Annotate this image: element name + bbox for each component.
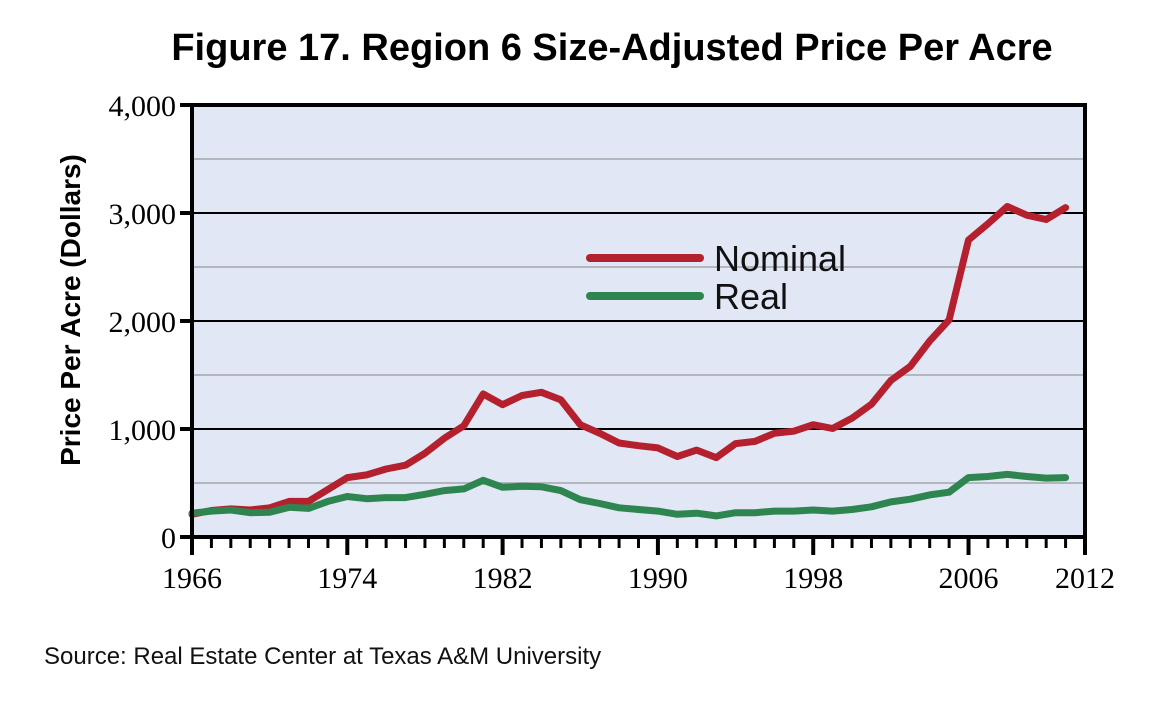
- y-tick-label: 0: [161, 522, 176, 555]
- x-tick-label: 1982: [473, 562, 533, 595]
- x-tick-label: 1998: [783, 562, 843, 595]
- y-tick-label: 1,000: [109, 414, 177, 447]
- x-tick-label: 1990: [628, 562, 688, 595]
- series-line-nominal: [188, 203, 1070, 518]
- y-tick-labels: 0 1,000 2,000 3,000 4,000: [109, 90, 177, 555]
- x-tick-label: 2006: [939, 562, 999, 595]
- source-note: Source: Real Estate Center at Texas A&M …: [44, 643, 601, 670]
- series-line-real: [188, 470, 1070, 520]
- x-tick-label: 2012: [1055, 562, 1115, 595]
- y-tick-label: 4,000: [109, 90, 177, 123]
- x-tick-labels: 1966 1974 1982 1990 1998 2006 2012: [162, 562, 1115, 595]
- y-axis-label: Price Per Acre (Dollars): [55, 154, 86, 466]
- y-tick-label: 3,000: [109, 198, 177, 231]
- x-tick-label: 1966: [162, 562, 222, 595]
- x-tick-label: 1974: [317, 562, 377, 595]
- axes: [180, 103, 1087, 555]
- series-layer: [188, 203, 1070, 520]
- chart-title: Figure 17. Region 6 Size-Adjusted Price …: [171, 27, 1052, 69]
- legend-label-real: Real: [714, 276, 788, 317]
- y-tick-label: 2,000: [109, 306, 177, 339]
- legend-label-nominal: Nominal: [714, 238, 846, 279]
